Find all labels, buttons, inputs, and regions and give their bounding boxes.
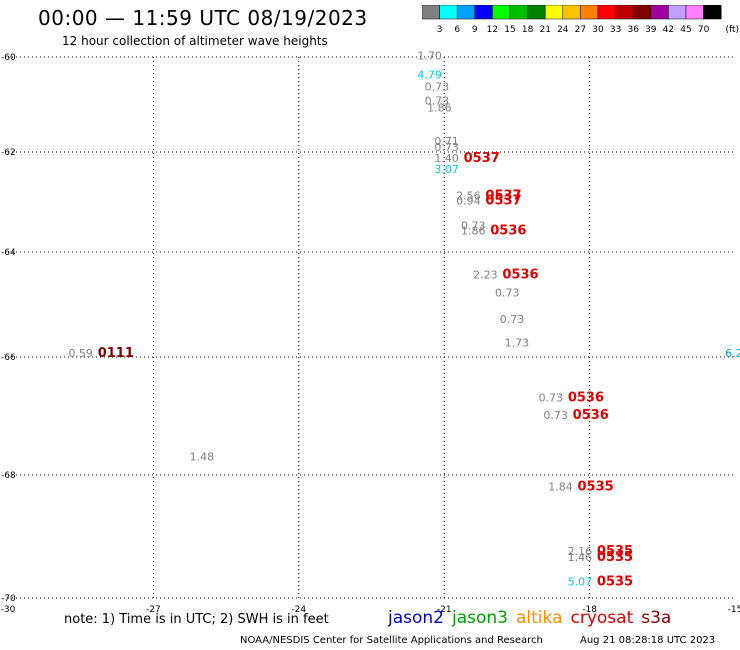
x-tick-label: -30 <box>1 605 16 615</box>
pass-time-label: 0537 <box>464 151 500 166</box>
pass-time-label: 0535 <box>597 550 633 565</box>
wave-height-value: 0.73 <box>539 391 564 404</box>
y-tick-label: -64 <box>1 248 16 258</box>
wave-height-value: 0.59 <box>68 347 93 360</box>
wave-height-value: 1.46 <box>568 551 593 564</box>
scale-label: 9 <box>472 25 478 35</box>
scale-label: 42 <box>663 25 674 35</box>
wave-height-value: 1.40 <box>434 152 459 165</box>
x-tick-label: -15 <box>728 605 740 615</box>
pass-time-label: 0536 <box>573 408 609 423</box>
scale-label: 39 <box>645 25 657 35</box>
wave-height-value: 4.79 <box>417 68 442 81</box>
credit-line: NOAA/NESDIS Center for Satellite Applica… <box>240 635 543 646</box>
scale-label: 18 <box>522 25 534 35</box>
color-scale: 3 6 9 12 15 18 21 24 27 30 33 36 39 42 45 70 (ft) <box>422 5 739 35</box>
pass-time-label: 0537 <box>485 194 521 209</box>
y-tick-label: -62 <box>1 148 16 158</box>
satellite-altika: altika <box>516 608 563 628</box>
pass-time-label: 0536 <box>568 390 604 405</box>
scale-label: 24 <box>557 25 569 35</box>
generated-timestamp: Aug 21 08:28:18 UTC 2023 <box>580 635 716 646</box>
wave-height-value: 1.86 <box>461 225 486 238</box>
x-tick-label: -18 <box>582 605 597 615</box>
wave-height-value: 0.73 <box>434 141 459 154</box>
footnote: note: 1) Time is in UTC; 2) SWH is in fe… <box>64 612 329 627</box>
scale-swatch <box>703 5 722 20</box>
scale-label: 27 <box>575 25 586 35</box>
wave-height-value: 1.73 <box>505 337 530 350</box>
wave-height-value: 1.86 <box>427 102 452 115</box>
satellite-jason2: jason2 <box>388 608 444 628</box>
wave-height-value: 1.70 <box>417 49 442 62</box>
wave-height-value: 0.73 <box>543 409 568 422</box>
wave-height-value: 2.56 <box>456 190 481 203</box>
y-tick-label: -68 <box>1 471 16 481</box>
wave-height-value: 3.07 <box>434 163 459 176</box>
wave-height-value: 6.24 <box>725 347 740 360</box>
pass-time-label: 0111 <box>98 346 134 361</box>
wave-height-value: 1.84 <box>548 480 573 493</box>
pass-time-label: 0535 <box>597 575 633 590</box>
wave-height-value: 0.73 <box>461 220 486 233</box>
wave-height-value: 0.94 <box>456 195 481 208</box>
pass-time-label: 0536 <box>490 224 526 239</box>
scale-label: 15 <box>504 25 515 35</box>
scale-unit: (ft) <box>725 25 739 35</box>
pass-time-label: 0536 <box>502 267 538 282</box>
wave-height-value: 0.71 <box>434 135 459 148</box>
chart-title: 00:00 — 11:59 UTC 08/19/2023 <box>38 6 368 30</box>
wave-height-value: 0.73 <box>495 287 520 300</box>
x-tick-label: -21 <box>437 605 452 615</box>
wave-height-value: 5.07 <box>568 576 593 589</box>
scale-label: 6 <box>454 25 460 35</box>
wave-height-value: 0.73 <box>500 313 525 326</box>
scale-label: 12 <box>487 25 498 35</box>
satellite-s3a: s3a <box>641 608 672 628</box>
scale-label: 36 <box>627 25 639 35</box>
pass-time-label: 0537 <box>485 189 521 204</box>
wave-height-value: 0.73 <box>425 95 450 108</box>
wave-height-value: 2.16 <box>568 545 593 558</box>
x-tick-label: -24 <box>291 605 306 615</box>
wave-height-value: 2.23 <box>473 268 498 281</box>
scale-label: 30 <box>592 25 604 35</box>
x-tick-label: -27 <box>146 605 161 615</box>
pass-time-label: 0535 <box>578 479 614 494</box>
scale-label: 45 <box>680 25 691 35</box>
wave-height-value: 1.48 <box>190 450 215 463</box>
scale-label: 33 <box>610 25 621 35</box>
satellite-cryosat: cryosat <box>570 608 634 628</box>
satellite-jason3: jason3 <box>452 608 508 628</box>
satellite-legend: jason2 jason3 altika cryosat s3a <box>388 608 679 628</box>
scale-label: 21 <box>539 25 550 35</box>
y-tick-label: -66 <box>1 353 16 363</box>
wave-height-value: 0.73 <box>425 80 450 93</box>
pass-time-label: 0535 <box>597 544 633 559</box>
scale-label: 3 <box>437 25 443 35</box>
y-tick-label: -60 <box>1 53 16 63</box>
scale-label: 70 <box>698 25 710 35</box>
y-tick-label: -70 <box>1 594 16 604</box>
chart-subtitle: 12 hour collection of altimeter wave hei… <box>62 34 328 48</box>
